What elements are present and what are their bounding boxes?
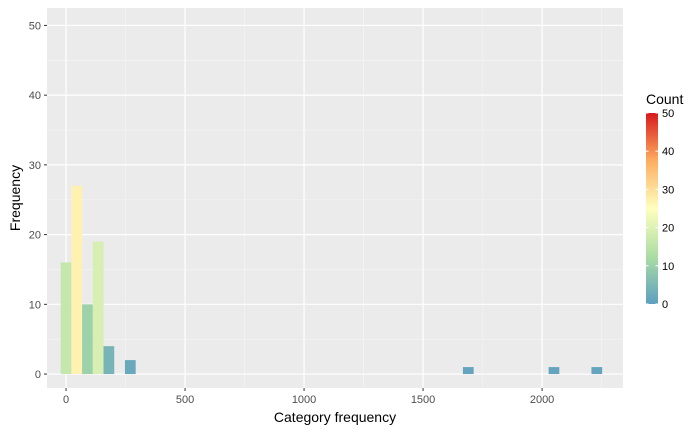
x-tick-label: 1500 bbox=[411, 394, 435, 406]
histogram-bar bbox=[71, 185, 83, 375]
legend-tick-label: 20 bbox=[662, 223, 674, 235]
x-axis-ticks: 0 500 1000 1500 2000 bbox=[63, 388, 554, 406]
y-tick-label: 50 bbox=[29, 20, 41, 32]
y-tick-label: 0 bbox=[35, 369, 41, 381]
y-tick-label: 30 bbox=[29, 160, 41, 172]
legend-tick-label: 30 bbox=[662, 184, 674, 196]
histogram-bars bbox=[60, 185, 603, 375]
color-legend: Count 0 10 20 30 40 50 bbox=[646, 91, 683, 311]
x-tick-label: 500 bbox=[176, 394, 194, 406]
legend-colorbar bbox=[646, 113, 658, 304]
legend-ticks: 0 10 20 30 40 50 bbox=[646, 108, 674, 311]
x-axis-title: Category frequency bbox=[274, 409, 396, 425]
x-tick-label: 1000 bbox=[292, 394, 316, 406]
legend-tick-label: 40 bbox=[662, 146, 674, 158]
histogram-bar bbox=[548, 367, 560, 375]
legend-tick-label: 50 bbox=[662, 108, 674, 120]
histogram-bar bbox=[60, 262, 72, 375]
minor-gridlines bbox=[47, 8, 623, 388]
histogram-bar bbox=[124, 360, 136, 375]
histogram-bar bbox=[103, 346, 115, 375]
y-tick-label: 10 bbox=[29, 299, 41, 311]
legend-tick-label: 10 bbox=[662, 261, 674, 273]
histogram-bar bbox=[92, 241, 104, 375]
histogram-bar bbox=[462, 367, 474, 375]
major-gridlines bbox=[47, 8, 623, 388]
x-tick-label: 0 bbox=[63, 394, 69, 406]
legend-tick-label: 0 bbox=[662, 299, 668, 311]
y-tick-label: 40 bbox=[29, 90, 41, 102]
y-tick-label: 20 bbox=[29, 230, 41, 242]
x-tick-label: 2000 bbox=[530, 394, 554, 406]
histogram-bar bbox=[591, 367, 603, 375]
plot-panel bbox=[47, 8, 623, 388]
histogram-bar bbox=[82, 304, 93, 375]
y-axis-ticks: 0 10 20 30 40 50 bbox=[29, 20, 47, 381]
legend-title: Count bbox=[646, 91, 683, 107]
y-axis-title: Frequency bbox=[7, 165, 23, 231]
